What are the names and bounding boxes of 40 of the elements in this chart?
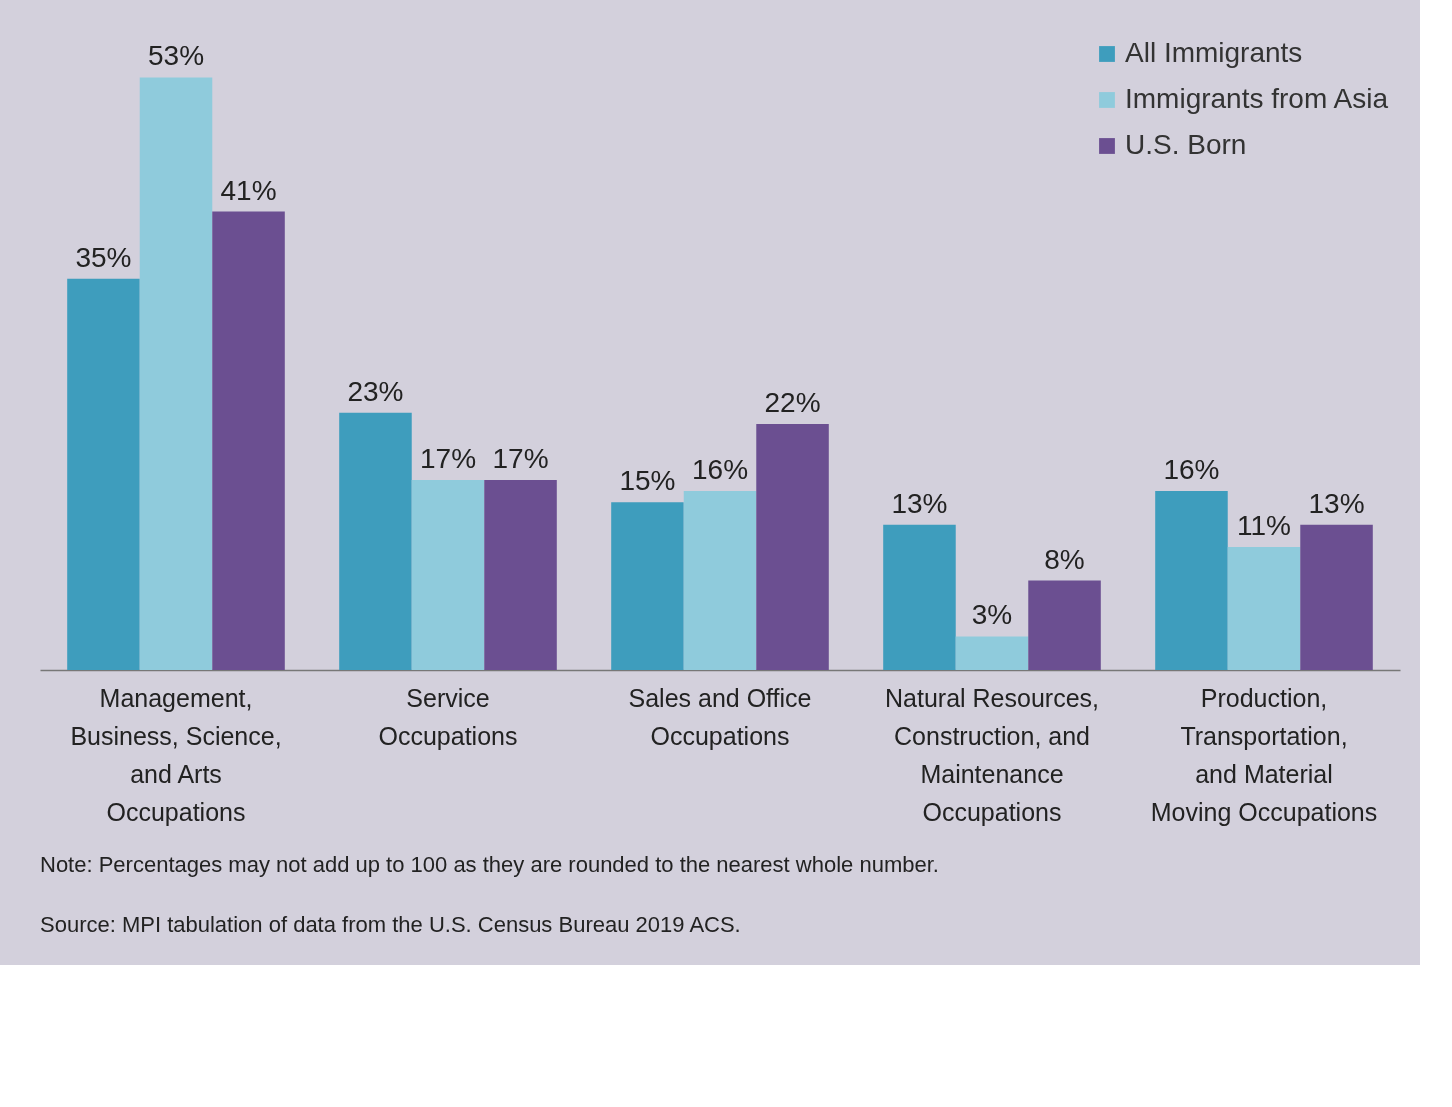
x-tick-label: Service Occupations [378,683,518,750]
data-label: 11% [1237,510,1291,542]
source-note: Source: MPI tabulation of data from the U.S. Census Bureau 2019 ACS. [40,912,741,937]
data-label: 17% [492,442,549,474]
bar [683,491,757,670]
bar [67,278,140,670]
data-label: 22% [764,387,821,419]
x-tick-label: Natural Resources, Construction, and Maintenance Occupations [885,683,1099,826]
x-tick-label: Sales and Office Occupations [628,683,812,750]
data-label: 15% [619,465,676,497]
data-label: 8% [1044,543,1085,575]
data-label: 41% [220,174,277,206]
bar [411,479,485,670]
text: Note: Percentages may not add up to 100 as they are rounded to the nearest whole number. [40,852,939,877]
data-label: 35% [75,241,132,273]
x-tick-label: Management, Business, Science, and Arts Occupations [70,683,282,826]
bar [756,424,829,670]
bar [339,412,412,670]
data-label: 3% [971,599,1013,631]
bar [955,636,1029,670]
bar [883,524,956,670]
bar [1227,547,1301,670]
bar [1028,580,1101,670]
bar [1155,491,1228,670]
x-tick-label: Production, Transportation, and Material Moving Occupations [1150,683,1378,826]
data-label: 16% [691,454,749,486]
bar [484,479,557,670]
legend-label: Immigrants from Asia [1125,83,1389,114]
data-label: 13% [1308,487,1365,519]
legend-label: U.S. Born [1125,129,1247,160]
data-label: 16% [1163,454,1220,486]
data-label: 53% [147,40,205,72]
bar [1300,524,1373,670]
data-label: 13% [891,487,948,519]
data-label: 17% [419,442,477,474]
legend-label: All Immigrants [1125,37,1303,68]
bar [212,211,285,670]
bar [139,77,213,670]
data-label: 23% [347,375,404,407]
bar [611,502,684,670]
